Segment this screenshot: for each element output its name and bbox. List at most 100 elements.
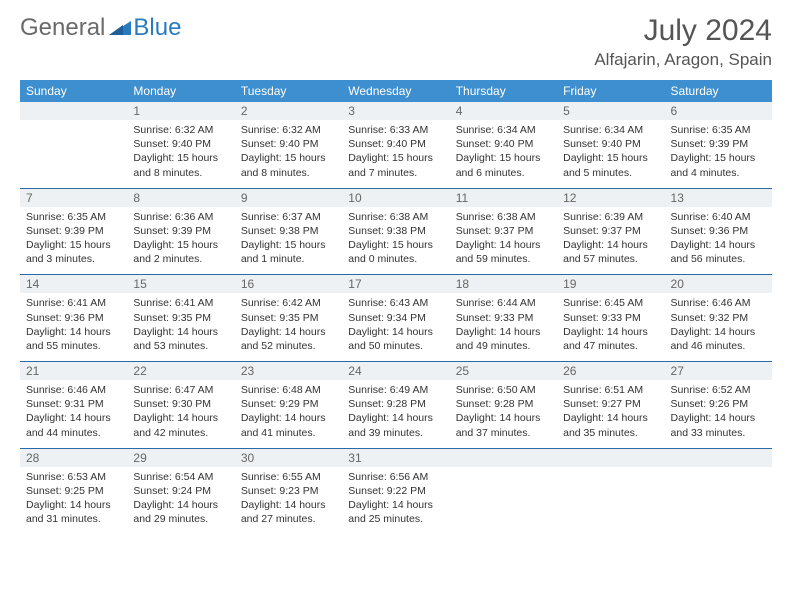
sunrise-line: Sunrise: 6:34 AM xyxy=(456,123,551,137)
sunset-line: Sunset: 9:36 PM xyxy=(26,311,121,325)
day-details: Sunrise: 6:32 AMSunset: 9:40 PMDaylight:… xyxy=(235,120,342,188)
sunrise-line: Sunrise: 6:46 AM xyxy=(26,383,121,397)
day-number: 1 xyxy=(127,102,234,120)
calendar-cell: 12Sunrise: 6:39 AMSunset: 9:37 PMDayligh… xyxy=(557,188,664,275)
sunset-line: Sunset: 9:38 PM xyxy=(348,224,443,238)
sunrise-line: Sunrise: 6:32 AM xyxy=(241,123,336,137)
day-details: Sunrise: 6:45 AMSunset: 9:33 PMDaylight:… xyxy=(557,293,664,361)
calendar-cell: 8Sunrise: 6:36 AMSunset: 9:39 PMDaylight… xyxy=(127,188,234,275)
day-number: 24 xyxy=(342,362,449,380)
sunrise-line: Sunrise: 6:44 AM xyxy=(456,296,551,310)
sunrise-line: Sunrise: 6:32 AM xyxy=(133,123,228,137)
sunset-line: Sunset: 9:37 PM xyxy=(456,224,551,238)
day-number: 19 xyxy=(557,275,664,293)
calendar-cell: 5Sunrise: 6:34 AMSunset: 9:40 PMDaylight… xyxy=(557,102,664,188)
calendar-cell: 3Sunrise: 6:33 AMSunset: 9:40 PMDaylight… xyxy=(342,102,449,188)
calendar-cell: 15Sunrise: 6:41 AMSunset: 9:35 PMDayligh… xyxy=(127,275,234,362)
calendar-cell: 28Sunrise: 6:53 AMSunset: 9:25 PMDayligh… xyxy=(20,448,127,534)
day-number: 23 xyxy=(235,362,342,380)
weekday-header: Thursday xyxy=(450,80,557,102)
daylight-line: Daylight: 14 hours and 55 minutes. xyxy=(26,325,121,353)
daylight-line: Daylight: 15 hours and 2 minutes. xyxy=(133,238,228,266)
calendar-cell: 27Sunrise: 6:52 AMSunset: 9:26 PMDayligh… xyxy=(665,362,772,449)
daylight-line: Daylight: 15 hours and 3 minutes. xyxy=(26,238,121,266)
daylight-line: Daylight: 15 hours and 8 minutes. xyxy=(241,151,336,179)
sunrise-line: Sunrise: 6:53 AM xyxy=(26,470,121,484)
sunset-line: Sunset: 9:31 PM xyxy=(26,397,121,411)
sunrise-line: Sunrise: 6:40 AM xyxy=(671,210,766,224)
weekday-header: Saturday xyxy=(665,80,772,102)
calendar-cell: 30Sunrise: 6:55 AMSunset: 9:23 PMDayligh… xyxy=(235,448,342,534)
day-number: 20 xyxy=(665,275,772,293)
calendar-cell: 31Sunrise: 6:56 AMSunset: 9:22 PMDayligh… xyxy=(342,448,449,534)
day-number: 11 xyxy=(450,189,557,207)
sunrise-line: Sunrise: 6:33 AM xyxy=(348,123,443,137)
day-details-empty xyxy=(665,467,772,535)
day-details: Sunrise: 6:36 AMSunset: 9:39 PMDaylight:… xyxy=(127,207,234,275)
daylight-line: Daylight: 14 hours and 44 minutes. xyxy=(26,411,121,439)
day-details: Sunrise: 6:42 AMSunset: 9:35 PMDaylight:… xyxy=(235,293,342,361)
calendar-cell xyxy=(557,448,664,534)
sunset-line: Sunset: 9:39 PM xyxy=(133,224,228,238)
day-number-empty xyxy=(20,102,127,120)
daylight-line: Daylight: 15 hours and 1 minute. xyxy=(241,238,336,266)
calendar-cell: 11Sunrise: 6:38 AMSunset: 9:37 PMDayligh… xyxy=(450,188,557,275)
day-details-empty xyxy=(20,120,127,188)
day-number: 28 xyxy=(20,449,127,467)
sunset-line: Sunset: 9:40 PM xyxy=(563,137,658,151)
day-number: 27 xyxy=(665,362,772,380)
calendar-cell: 29Sunrise: 6:54 AMSunset: 9:24 PMDayligh… xyxy=(127,448,234,534)
sunset-line: Sunset: 9:37 PM xyxy=(563,224,658,238)
sunrise-line: Sunrise: 6:49 AM xyxy=(348,383,443,397)
day-details: Sunrise: 6:34 AMSunset: 9:40 PMDaylight:… xyxy=(557,120,664,188)
daylight-line: Daylight: 14 hours and 42 minutes. xyxy=(133,411,228,439)
calendar-cell xyxy=(20,102,127,188)
month-title: July 2024 xyxy=(594,14,772,48)
day-number: 7 xyxy=(20,189,127,207)
calendar-cell: 26Sunrise: 6:51 AMSunset: 9:27 PMDayligh… xyxy=(557,362,664,449)
location-subtitle: Alfajarin, Aragon, Spain xyxy=(594,50,772,70)
calendar-cell: 25Sunrise: 6:50 AMSunset: 9:28 PMDayligh… xyxy=(450,362,557,449)
day-details: Sunrise: 6:55 AMSunset: 9:23 PMDaylight:… xyxy=(235,467,342,535)
day-number: 10 xyxy=(342,189,449,207)
calendar-cell: 18Sunrise: 6:44 AMSunset: 9:33 PMDayligh… xyxy=(450,275,557,362)
day-details: Sunrise: 6:41 AMSunset: 9:35 PMDaylight:… xyxy=(127,293,234,361)
calendar-cell: 7Sunrise: 6:35 AMSunset: 9:39 PMDaylight… xyxy=(20,188,127,275)
sunset-line: Sunset: 9:29 PM xyxy=(241,397,336,411)
day-details: Sunrise: 6:32 AMSunset: 9:40 PMDaylight:… xyxy=(127,120,234,188)
day-number: 12 xyxy=(557,189,664,207)
day-details-empty xyxy=(450,467,557,535)
sunset-line: Sunset: 9:26 PM xyxy=(671,397,766,411)
weekday-header: Wednesday xyxy=(342,80,449,102)
calendar-cell: 23Sunrise: 6:48 AMSunset: 9:29 PMDayligh… xyxy=(235,362,342,449)
calendar-cell: 16Sunrise: 6:42 AMSunset: 9:35 PMDayligh… xyxy=(235,275,342,362)
day-details: Sunrise: 6:49 AMSunset: 9:28 PMDaylight:… xyxy=(342,380,449,448)
day-number: 31 xyxy=(342,449,449,467)
daylight-line: Daylight: 15 hours and 8 minutes. xyxy=(133,151,228,179)
sunset-line: Sunset: 9:40 PM xyxy=(241,137,336,151)
day-details: Sunrise: 6:44 AMSunset: 9:33 PMDaylight:… xyxy=(450,293,557,361)
day-number: 16 xyxy=(235,275,342,293)
day-details: Sunrise: 6:56 AMSunset: 9:22 PMDaylight:… xyxy=(342,467,449,535)
day-details: Sunrise: 6:35 AMSunset: 9:39 PMDaylight:… xyxy=(665,120,772,188)
day-details: Sunrise: 6:52 AMSunset: 9:26 PMDaylight:… xyxy=(665,380,772,448)
sunrise-line: Sunrise: 6:37 AM xyxy=(241,210,336,224)
day-details: Sunrise: 6:38 AMSunset: 9:38 PMDaylight:… xyxy=(342,207,449,275)
day-details: Sunrise: 6:46 AMSunset: 9:32 PMDaylight:… xyxy=(665,293,772,361)
sunset-line: Sunset: 9:33 PM xyxy=(563,311,658,325)
sunset-line: Sunset: 9:22 PM xyxy=(348,484,443,498)
daylight-line: Daylight: 14 hours and 57 minutes. xyxy=(563,238,658,266)
daylight-line: Daylight: 15 hours and 6 minutes. xyxy=(456,151,551,179)
daylight-line: Daylight: 14 hours and 35 minutes. xyxy=(563,411,658,439)
sunset-line: Sunset: 9:27 PM xyxy=(563,397,658,411)
logo-text-blue: Blue xyxy=(133,14,181,42)
sunset-line: Sunset: 9:35 PM xyxy=(241,311,336,325)
day-number: 2 xyxy=(235,102,342,120)
sunset-line: Sunset: 9:33 PM xyxy=(456,311,551,325)
day-details: Sunrise: 6:33 AMSunset: 9:40 PMDaylight:… xyxy=(342,120,449,188)
weekday-header: Monday xyxy=(127,80,234,102)
day-number: 4 xyxy=(450,102,557,120)
day-number: 25 xyxy=(450,362,557,380)
day-details: Sunrise: 6:51 AMSunset: 9:27 PMDaylight:… xyxy=(557,380,664,448)
calendar-cell: 19Sunrise: 6:45 AMSunset: 9:33 PMDayligh… xyxy=(557,275,664,362)
